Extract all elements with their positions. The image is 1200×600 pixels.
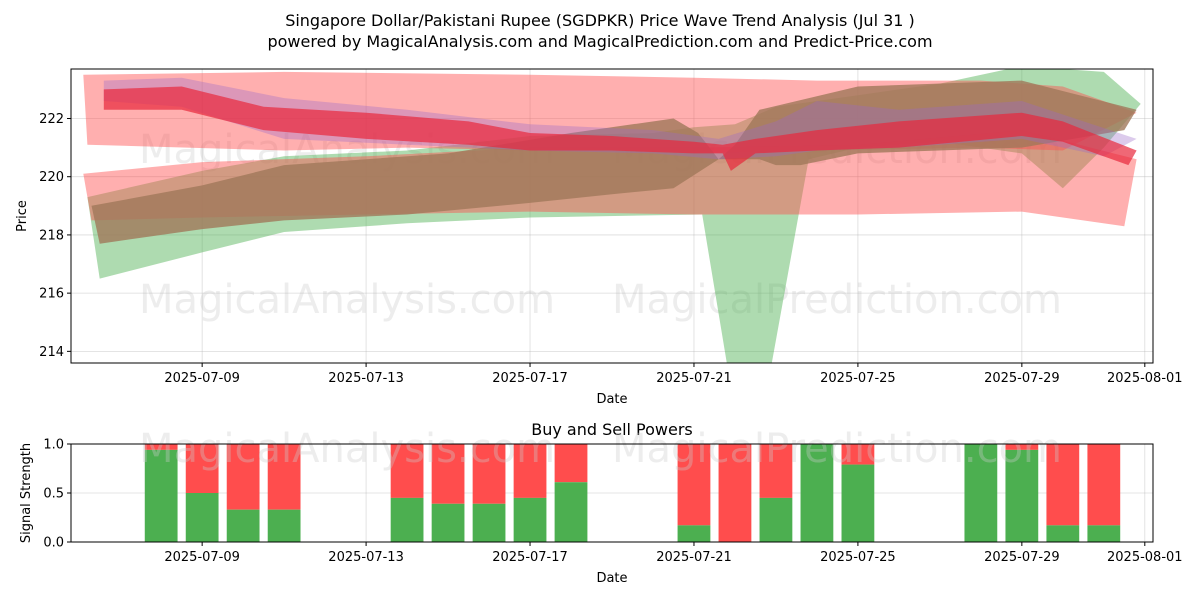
price-x-tick-label: 2025-07-09 xyxy=(164,371,240,386)
price-y-tick-label: 218 xyxy=(39,228,64,243)
price-bands xyxy=(83,69,1141,363)
brown-band xyxy=(91,80,1137,244)
sell-power-bar xyxy=(226,444,260,510)
price-y-tick-label: 222 xyxy=(39,112,64,127)
price-chart-panel: 2025-07-09 2025-07-13 2025-07-17 2025-07-21… xyxy=(15,68,1183,407)
buy-power-bar xyxy=(800,444,834,542)
buy-power-bar xyxy=(677,525,711,542)
chart-title-line1: Singapore Dollar/Pakistani Rupee (SGDPKR… xyxy=(285,11,915,30)
signal-x-tick-label: 2025-07-21 xyxy=(656,550,732,565)
signal-y-tick-label: 0.0 xyxy=(43,536,64,551)
price-x-axis-label: Date xyxy=(596,392,627,407)
price-y-axis-label: Price xyxy=(15,200,30,232)
price-y-tick-label: 214 xyxy=(39,345,64,360)
buy-power-bar xyxy=(472,503,506,542)
buy-power-bar xyxy=(390,497,424,542)
signal-x-tick-label: 2025-07-09 xyxy=(164,550,240,565)
sell-power-bar xyxy=(390,444,424,498)
signal-chart-title: Buy and Sell Powers xyxy=(531,420,693,439)
sell-power-bar xyxy=(513,444,547,498)
signal-x-axis-label: Date xyxy=(596,571,627,586)
signal-x-tick-label: 2025-07-17 xyxy=(492,550,568,565)
sell-power-bar xyxy=(144,444,178,450)
watermark-prediction-bottom: MagicalPrediction.com xyxy=(612,426,1062,472)
price-x-tick-label: 2025-07-17 xyxy=(492,371,568,386)
sell-power-bar xyxy=(185,444,219,493)
signal-x-tick-label: 2025-07-25 xyxy=(820,550,896,565)
buy-power-bar xyxy=(964,444,998,542)
sell-power-bar xyxy=(718,444,752,542)
price-y-tick-label: 216 xyxy=(39,287,64,302)
sell-power-bar xyxy=(677,444,711,526)
price-x-tick-label: 2025-07-21 xyxy=(656,371,732,386)
buy-power-bar xyxy=(1005,449,1039,542)
signal-bars xyxy=(144,444,1121,542)
price-x-tick-label: 2025-07-25 xyxy=(820,371,896,386)
watermark-analysis-mid: MagicalAnalysis.com xyxy=(139,277,555,323)
signal-y-axis-label: Signal Strength xyxy=(19,443,34,543)
buy-power-bar xyxy=(759,497,793,542)
sell-power-bar xyxy=(841,444,875,465)
price-axes-frame xyxy=(70,68,1154,364)
signal-x-tick-label: 2025-07-29 xyxy=(984,550,1060,565)
sell-power-bar xyxy=(1005,444,1039,450)
signal-y-tick-label: 0.5 xyxy=(43,487,64,502)
buy-power-bar xyxy=(267,509,301,542)
sell-power-bar xyxy=(267,444,301,510)
signal-chart-panel: MagicalAnalysis.com MagicalPrediction.co… xyxy=(19,426,1183,586)
buy-power-bar xyxy=(144,449,178,542)
signal-y-tick-label: 1.0 xyxy=(43,438,64,453)
buy-power-bar xyxy=(841,464,875,542)
sell-power-bar xyxy=(759,444,793,498)
buy-power-bar xyxy=(513,497,547,542)
signal-y-ticks: 0.0 0.5 1.0 xyxy=(43,438,71,551)
price-x-ticks: 2025-07-09 2025-07-13 2025-07-17 2025-07-21… xyxy=(164,363,1183,386)
signal-x-tick-label: 2025-08-01 xyxy=(1107,550,1183,565)
buy-power-bar xyxy=(554,482,588,542)
price-x-tick-label: 2025-08-01 xyxy=(1107,371,1183,386)
signal-x-tick-label: 2025-07-13 xyxy=(328,550,404,565)
price-y-tick-label: 220 xyxy=(39,170,64,185)
price-x-tick-label: 2025-07-29 xyxy=(984,371,1060,386)
sell-power-bar xyxy=(1087,444,1121,526)
sell-power-bar xyxy=(472,444,506,504)
price-y-ticks: 214 216 218 220 222 xyxy=(39,112,71,360)
sell-power-bar xyxy=(1046,444,1080,526)
buy-power-bar xyxy=(1046,525,1080,542)
price-x-tick-label: 2025-07-13 xyxy=(328,371,404,386)
buy-power-bar xyxy=(1087,525,1121,542)
signal-x-ticks: 2025-07-09 2025-07-13 2025-07-17 2025-07-21… xyxy=(164,542,1183,565)
buy-power-bar xyxy=(226,509,260,542)
watermark-analysis-bottom: MagicalAnalysis.com xyxy=(139,426,555,472)
chart-title-line2: powered by MagicalAnalysis.com and Magic… xyxy=(267,32,932,51)
red-core xyxy=(103,86,1137,171)
sell-power-bar xyxy=(554,444,588,483)
buy-power-bar xyxy=(185,493,219,542)
bottom-watermarks: MagicalAnalysis.com MagicalPrediction.co… xyxy=(139,426,1062,472)
buy-power-bar xyxy=(431,503,465,542)
watermark-prediction-mid: MagicalPrediction.com xyxy=(612,277,1062,323)
sell-power-bar xyxy=(431,444,465,504)
